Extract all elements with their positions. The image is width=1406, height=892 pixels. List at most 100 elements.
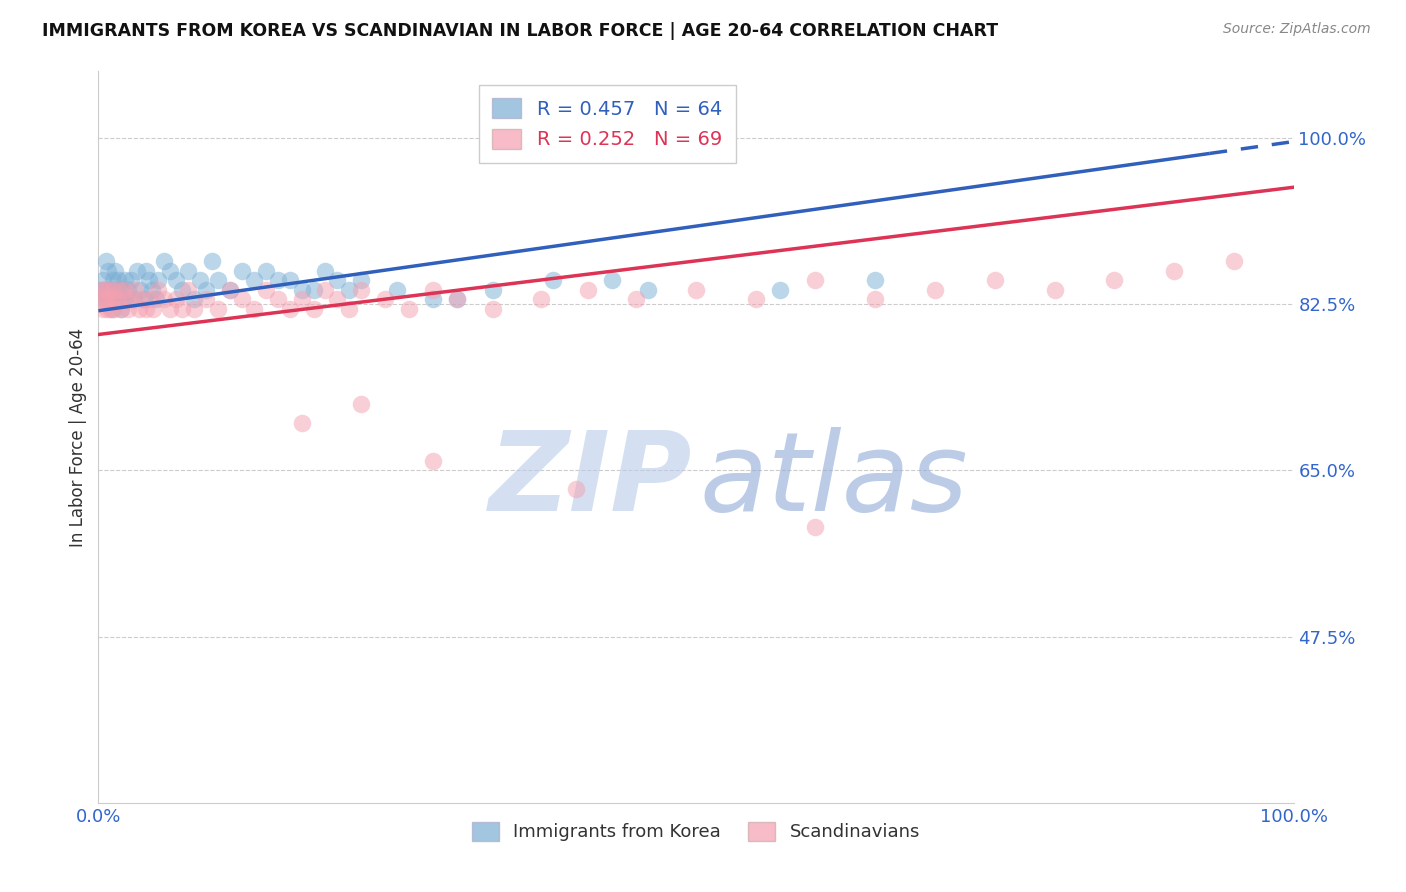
Point xyxy=(121,293,143,307)
Point xyxy=(103,301,125,316)
Point xyxy=(91,293,114,307)
Point xyxy=(141,283,163,297)
Point xyxy=(183,293,205,307)
Point xyxy=(107,283,129,297)
Point xyxy=(315,283,337,297)
Point xyxy=(93,283,115,297)
Point xyxy=(231,293,253,307)
Point xyxy=(422,293,444,307)
Point xyxy=(565,483,588,497)
Point xyxy=(97,283,120,297)
Point xyxy=(132,293,155,307)
Point xyxy=(278,273,301,287)
Point xyxy=(112,293,135,307)
Point xyxy=(114,273,136,287)
Point xyxy=(530,293,553,307)
Point xyxy=(446,293,468,307)
Point xyxy=(195,293,218,307)
Point xyxy=(97,264,120,278)
Point xyxy=(177,264,200,278)
Point xyxy=(1163,264,1185,278)
Point xyxy=(188,273,211,287)
Point xyxy=(339,301,361,316)
Point xyxy=(865,273,887,287)
Point xyxy=(243,301,266,316)
Point xyxy=(207,301,229,316)
Point xyxy=(98,293,122,307)
Point xyxy=(768,283,790,297)
Point xyxy=(98,301,122,316)
Point xyxy=(138,273,160,287)
Point xyxy=(745,293,768,307)
Point xyxy=(96,293,118,307)
Point xyxy=(374,293,396,307)
Point xyxy=(104,264,127,278)
Point xyxy=(267,293,290,307)
Point xyxy=(267,273,290,287)
Point xyxy=(148,273,170,287)
Point xyxy=(685,283,707,297)
Point xyxy=(254,283,277,297)
Point xyxy=(90,283,112,297)
Point xyxy=(422,454,444,468)
Point xyxy=(90,283,112,297)
Point xyxy=(350,397,373,411)
Point xyxy=(291,293,314,307)
Point xyxy=(105,293,128,307)
Point xyxy=(481,283,505,297)
Point xyxy=(153,293,176,307)
Point xyxy=(446,293,468,307)
Point xyxy=(339,283,361,297)
Point xyxy=(115,293,138,307)
Point xyxy=(100,301,122,316)
Text: ZIP: ZIP xyxy=(489,427,692,534)
Point xyxy=(302,301,325,316)
Point xyxy=(120,273,142,287)
Point xyxy=(804,273,827,287)
Point xyxy=(108,293,131,307)
Point xyxy=(96,301,118,316)
Text: Source: ZipAtlas.com: Source: ZipAtlas.com xyxy=(1223,22,1371,37)
Point xyxy=(177,283,200,297)
Point xyxy=(148,283,170,297)
Point xyxy=(165,293,187,307)
Point xyxy=(100,293,122,307)
Point xyxy=(207,273,229,287)
Point xyxy=(135,264,157,278)
Point xyxy=(117,283,139,297)
Point xyxy=(183,301,205,316)
Point xyxy=(231,264,253,278)
Point xyxy=(91,293,114,307)
Point xyxy=(637,283,659,297)
Point xyxy=(278,301,301,316)
Point xyxy=(422,283,444,297)
Point xyxy=(117,301,139,316)
Point xyxy=(107,273,129,287)
Point xyxy=(172,283,194,297)
Point xyxy=(159,301,181,316)
Point xyxy=(139,293,162,307)
Point xyxy=(135,301,157,316)
Point xyxy=(93,283,115,297)
Point xyxy=(159,264,181,278)
Point xyxy=(91,273,114,287)
Point xyxy=(219,283,242,297)
Point xyxy=(195,283,218,297)
Point xyxy=(1043,283,1066,297)
Point xyxy=(541,273,564,287)
Point xyxy=(626,293,648,307)
Point xyxy=(129,283,152,297)
Point xyxy=(128,301,150,316)
Point xyxy=(172,301,194,316)
Point xyxy=(115,293,138,307)
Point xyxy=(98,293,121,307)
Point xyxy=(101,283,124,297)
Point xyxy=(94,254,117,268)
Point xyxy=(315,264,337,278)
Point xyxy=(398,301,420,316)
Y-axis label: In Labor Force | Age 20-64: In Labor Force | Age 20-64 xyxy=(69,327,87,547)
Point xyxy=(602,273,624,287)
Point xyxy=(145,293,167,307)
Point xyxy=(107,283,129,297)
Point xyxy=(1104,273,1126,287)
